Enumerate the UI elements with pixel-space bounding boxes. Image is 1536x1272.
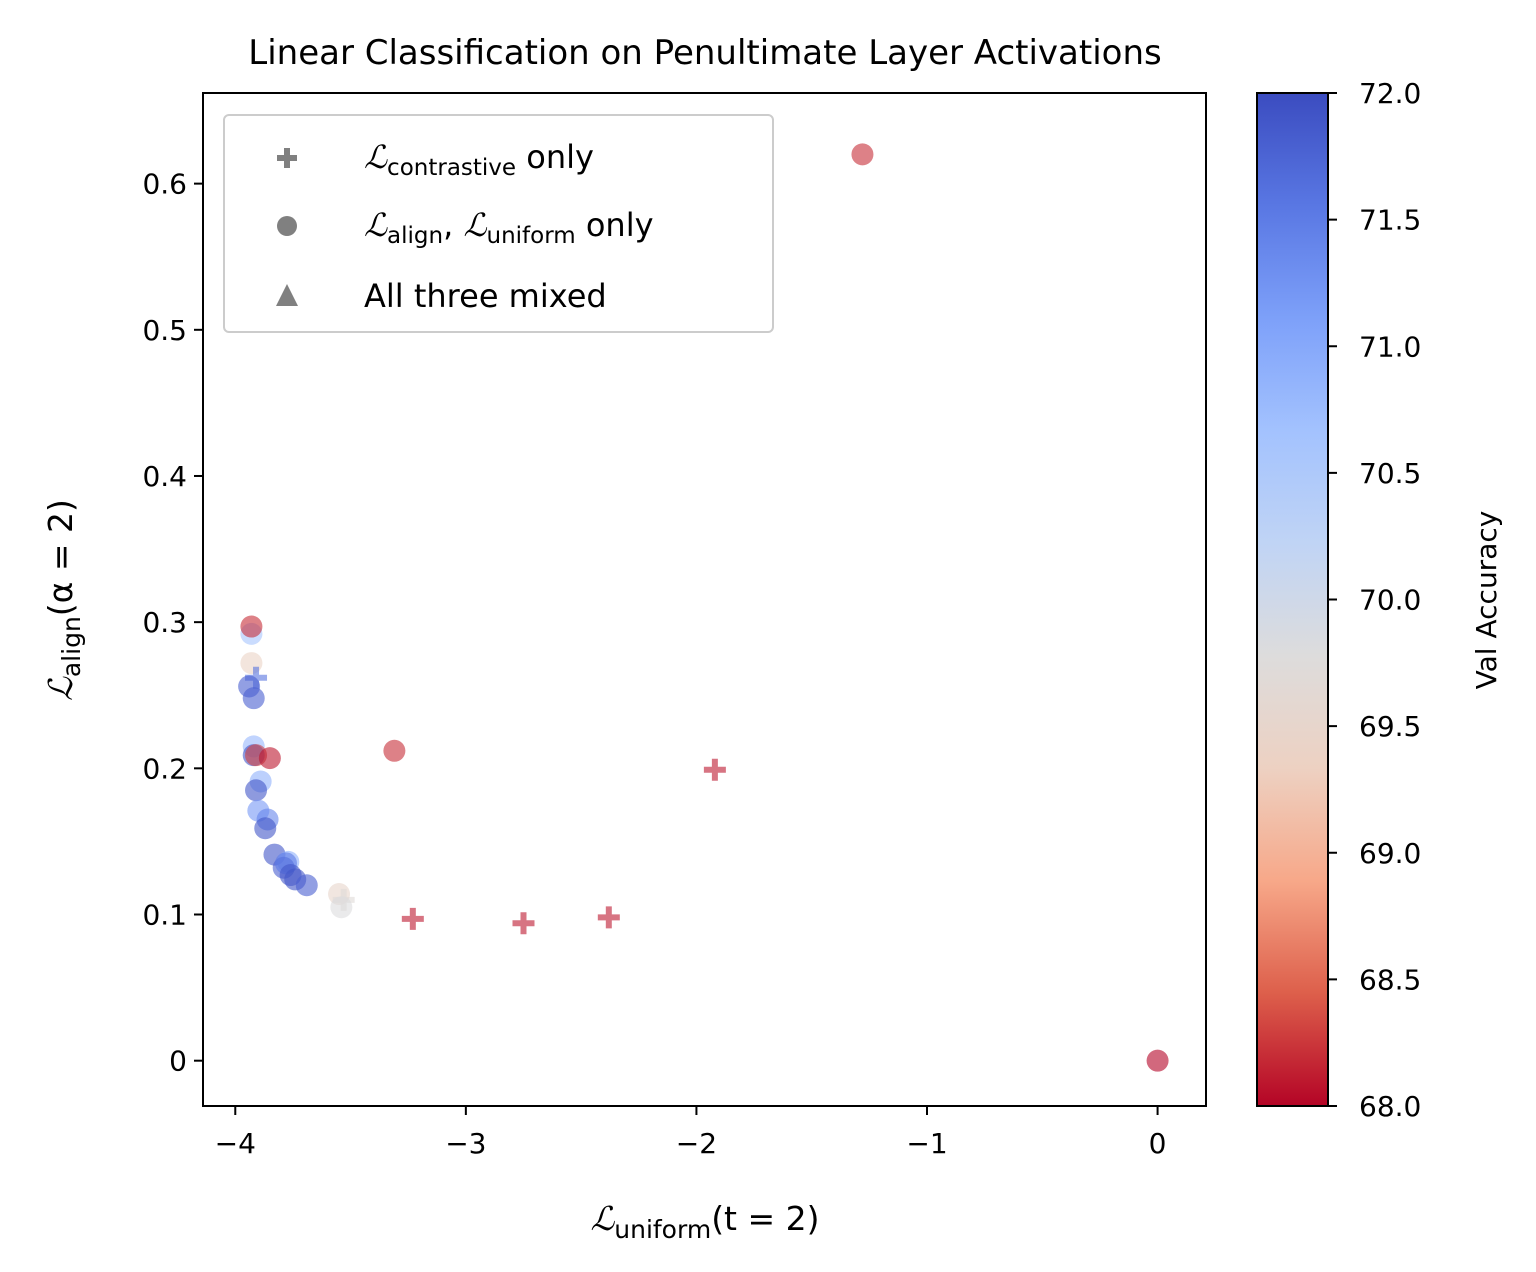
triangle-marker-icon <box>276 284 298 306</box>
data-point-circle <box>245 779 268 802</box>
colorbar-tick-label: 69.5 <box>1359 710 1421 743</box>
x-axis: −4 −3 −2 −1 0 <box>215 1106 1167 1160</box>
legend-script: ℒ <box>364 206 388 244</box>
y-tick-label: 0 <box>169 1045 187 1078</box>
colorbar-tick-label: 71.0 <box>1359 330 1421 363</box>
data-point-plus <box>703 758 726 781</box>
colorbar-ticks: 68.0 68.5 69.0 69.5 70.0 70.5 71.0 71.5 72.0 <box>1328 77 1421 1123</box>
data-point-circle <box>330 896 353 919</box>
colorbar-label: Val Accuracy <box>1470 511 1503 690</box>
x-tick-label: −3 <box>445 1127 486 1160</box>
colorbar-tick-label: 68.0 <box>1359 1090 1421 1123</box>
colorbar-tick-label: 72.0 <box>1359 77 1421 110</box>
data-point-circle <box>295 874 318 897</box>
y-tick-label: 0.6 <box>142 168 187 201</box>
data-point-plus <box>597 906 620 929</box>
legend-item-contrastive: ℒcontrastive only <box>277 138 594 181</box>
x-label-sub: uniform <box>614 1215 711 1244</box>
legend-label-contrastive: ℒcontrastive only <box>364 138 594 181</box>
points-layer <box>238 143 1169 1072</box>
data-point-plus <box>512 912 535 935</box>
plot-border <box>202 92 1207 1107</box>
x-tick-label: 0 <box>1149 1127 1167 1160</box>
data-point-circle <box>240 615 263 638</box>
data-point-circle <box>240 652 263 675</box>
data-point-circle <box>851 143 874 166</box>
legend-label-mixed: All three mixed <box>364 277 607 315</box>
legend-script: ℒ <box>364 138 388 176</box>
legend: ℒcontrastive only ℒalign, ℒuniform only … <box>223 114 774 333</box>
legend-script-2: ℒ <box>463 206 487 244</box>
x-label-rest: (t = 2) <box>711 1199 819 1238</box>
legend-label-align-uniform: ℒalign, ℒuniform only <box>364 206 654 249</box>
legend-sub: contrastive <box>387 155 516 181</box>
y-label-sub: align <box>57 616 86 677</box>
y-axis: 0 0.1 0.2 0.3 0.4 0.5 0.6 <box>142 168 203 1078</box>
data-point-circle <box>258 747 281 770</box>
colorbar-tick-label: 69.0 <box>1359 837 1421 870</box>
legend-mid: , <box>443 206 463 244</box>
y-tick-label: 0.5 <box>142 314 187 347</box>
data-point-circle <box>1146 1049 1169 1072</box>
legend-rest: only <box>576 206 654 244</box>
chart-title: Linear Classification on Penultimate Lay… <box>248 33 1161 73</box>
y-tick-label: 0.2 <box>142 752 187 785</box>
data-point-circle <box>254 817 277 840</box>
x-tick-label: −2 <box>676 1127 717 1160</box>
y-axis-label: ℒalign(α = 2) <box>41 499 86 701</box>
legend-sub-2: uniform <box>487 223 576 249</box>
x-label-script: ℒ <box>590 1199 615 1238</box>
colorbar-tick-label: 70.0 <box>1359 584 1421 617</box>
x-tick-label: −4 <box>215 1127 256 1160</box>
data-point-plus <box>401 907 424 930</box>
y-tick-label: 0.3 <box>142 606 187 639</box>
legend-frame <box>223 114 774 333</box>
legend-sub: align <box>387 223 443 249</box>
data-point-circle <box>383 739 406 762</box>
legend-item-align-uniform: ℒalign, ℒuniform only <box>277 206 654 249</box>
legend-rest: only <box>516 138 594 176</box>
y-tick-label: 0.4 <box>142 460 187 493</box>
colorbar-gradient <box>1256 92 1329 1107</box>
y-tick-label: 0.1 <box>142 899 187 932</box>
circle-marker-icon <box>277 216 297 236</box>
x-tick-label: −1 <box>906 1127 947 1160</box>
data-point-circle <box>242 687 265 710</box>
legend-item-mixed: All three mixed <box>276 277 607 315</box>
y-label-script: ℒ <box>41 676 80 701</box>
plus-marker-icon <box>277 148 297 168</box>
x-axis-label: ℒuniform(t = 2) <box>590 1199 819 1244</box>
y-label-rest: (α = 2) <box>41 499 80 616</box>
colorbar-tick-label: 68.5 <box>1359 963 1421 996</box>
colorbar-tick-label: 71.5 <box>1359 204 1421 237</box>
colorbar-tick-label: 70.5 <box>1359 457 1421 490</box>
colorbar: 68.0 68.5 69.0 69.5 70.0 70.5 71.0 71.5 72.0 Val… <box>1256 77 1503 1123</box>
